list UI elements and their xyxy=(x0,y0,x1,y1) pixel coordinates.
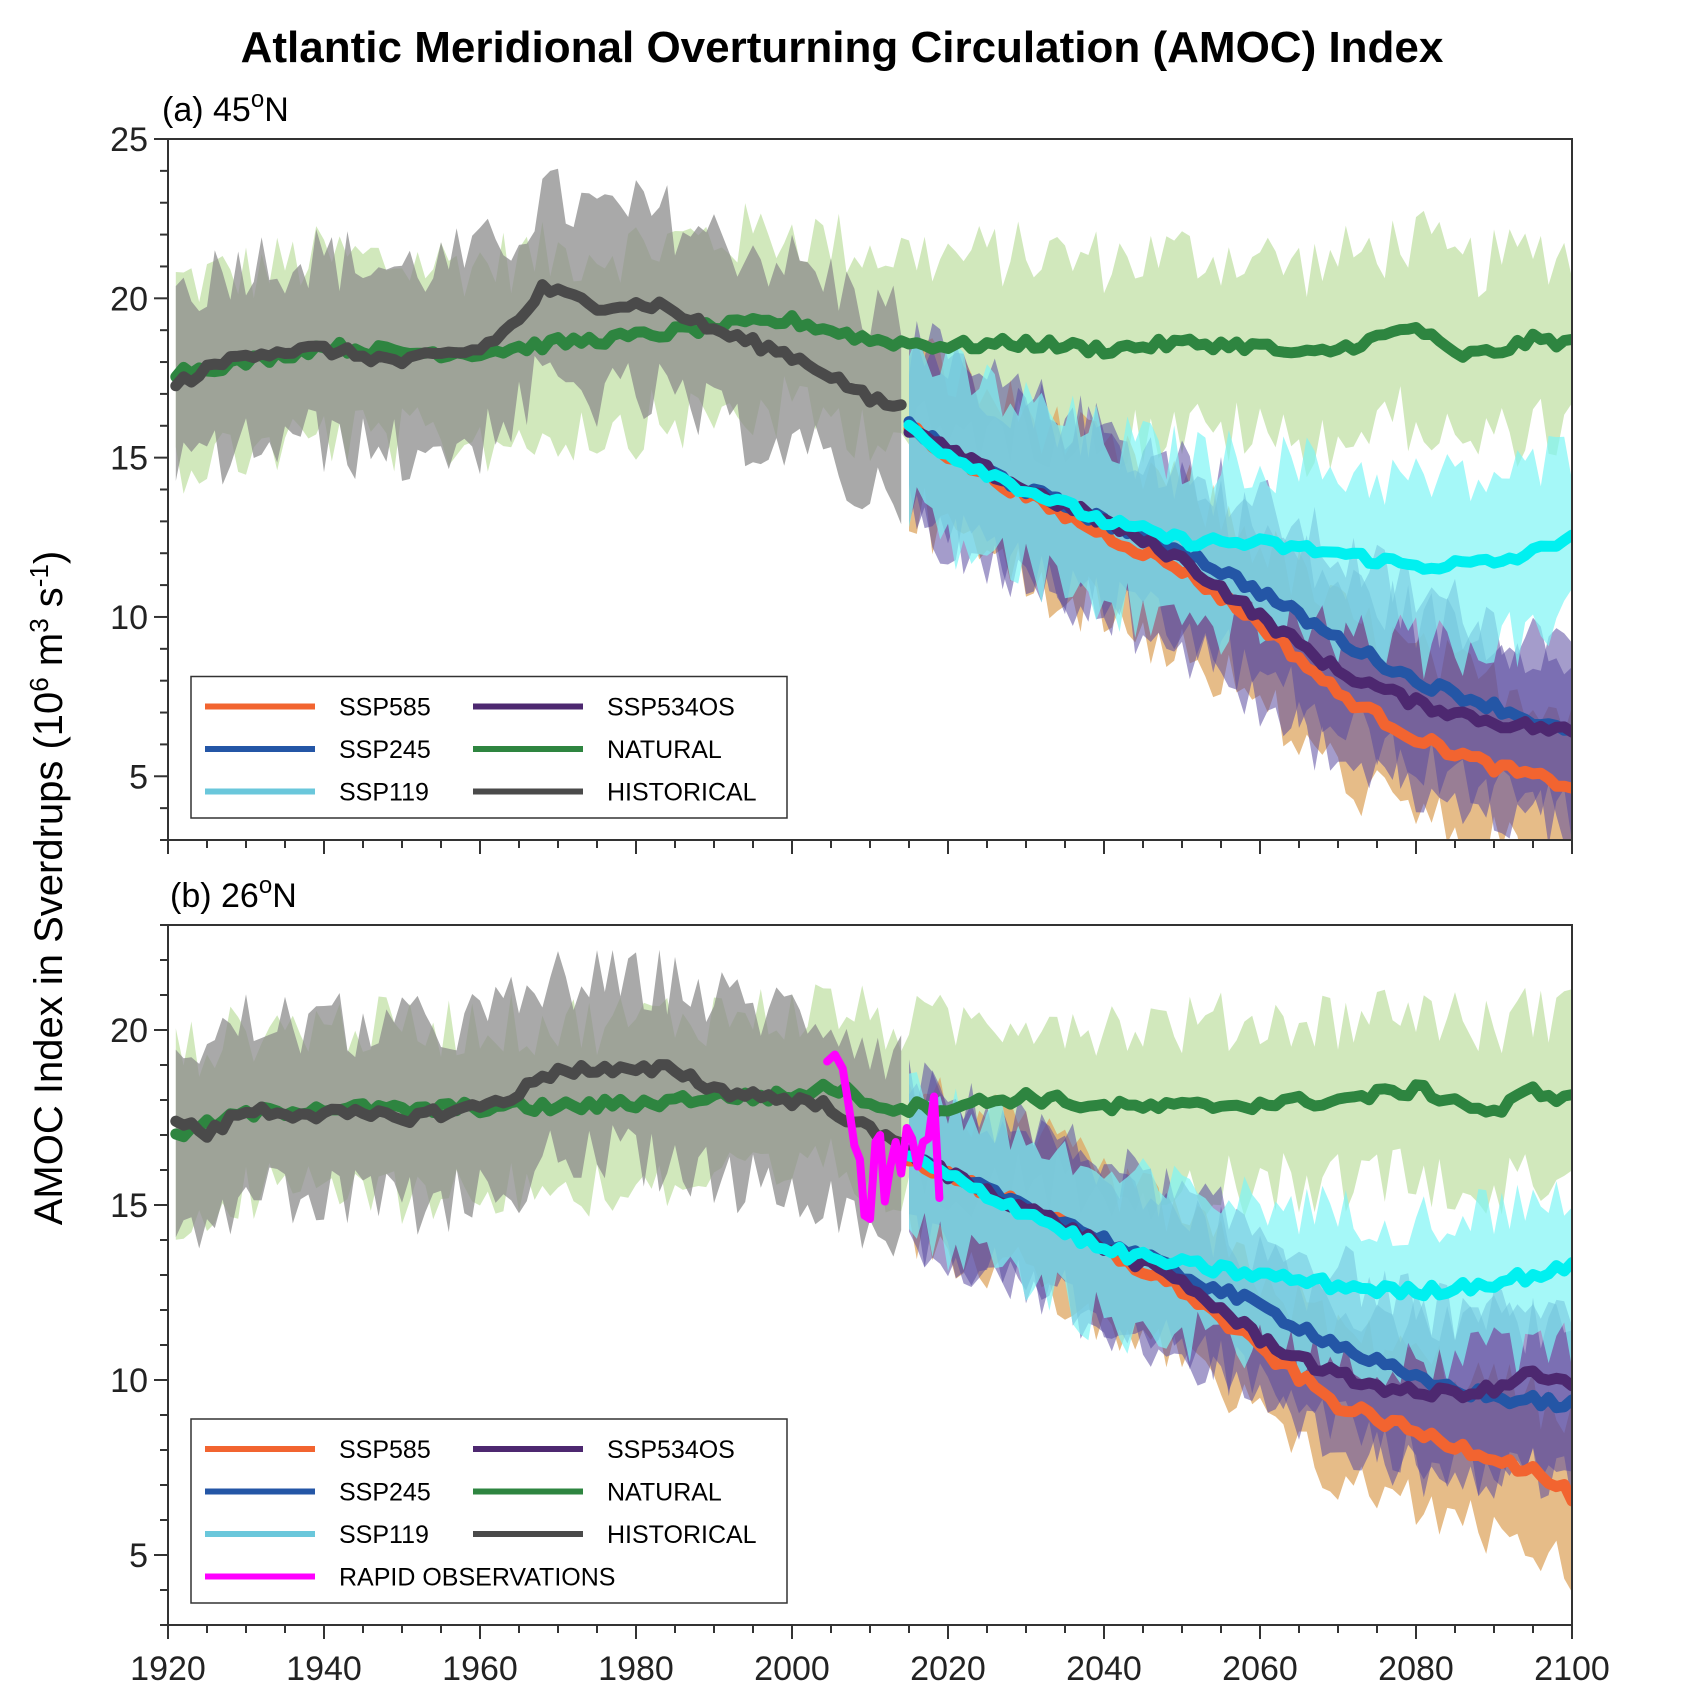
y-axis-label-sup-3: -1 xyxy=(24,564,54,587)
legend-entry-ssp245: SSP245 xyxy=(205,1479,431,1507)
legend-label: SSP534OS xyxy=(607,1436,735,1464)
legend-entry-ssp245: SSP245 xyxy=(205,736,431,764)
legend-entry-natural: NATURAL xyxy=(473,1479,722,1507)
legend-label: SSP119 xyxy=(339,1521,429,1549)
y-tick-label: 15 xyxy=(110,1187,148,1225)
series-line-historical xyxy=(170,1059,907,1149)
y-tick-label: 25 xyxy=(110,121,148,159)
series-line-historical xyxy=(170,279,907,412)
legend: SSP585 SSP534OS SSP245 NATURAL SSP119 HISTORI… xyxy=(190,675,788,819)
plot-area xyxy=(170,168,1572,840)
x-tick-label: 1920 xyxy=(130,1650,206,1688)
legend-entry-ssp119: SSP119 xyxy=(205,779,429,807)
series-line-natural xyxy=(170,1078,1572,1143)
y-axis-label-sup-1: 6 xyxy=(24,677,54,691)
panel-label: (a) 45oN xyxy=(162,86,289,129)
panel-a: 5 10 15 20 25 (a) 45oN SSP585 SSP534OS SSP245 NAT… xyxy=(110,86,1573,854)
legend-entry-ssp585: SSP585 xyxy=(205,694,431,722)
y-tick-label: 15 xyxy=(110,440,148,478)
legend-label: SSP585 xyxy=(339,1436,431,1464)
legend-label: NATURAL xyxy=(607,736,722,764)
y-tick-label: 10 xyxy=(110,599,148,637)
x-tick-label: 2060 xyxy=(1222,1650,1298,1688)
y-axis-label: AMOC Index in Sverdrups (106 m3 s-1) xyxy=(24,551,71,1226)
plot-area xyxy=(170,949,1572,1593)
band-ssp119 xyxy=(909,336,1572,680)
legend-label: HISTORICAL xyxy=(607,1521,757,1549)
legend-label: SSP245 xyxy=(339,736,431,764)
panel-label-main: (b) 26 xyxy=(170,877,259,915)
band-ssp119 xyxy=(909,1072,1572,1387)
x-tick-label: 2040 xyxy=(1066,1650,1142,1688)
legend-entry-rapid: RAPID OBSERVATIONS xyxy=(205,1564,615,1592)
panel-label-end: N xyxy=(272,877,297,915)
legend-entry-ssp534os: SSP534OS xyxy=(473,694,735,722)
legend-label: RAPID OBSERVATIONS xyxy=(339,1564,615,1592)
x-tick-label: 1980 xyxy=(598,1650,674,1688)
chart-title: Atlantic Meridional Overturning Circulat… xyxy=(241,23,1444,72)
legend-label: SSP585 xyxy=(339,694,431,722)
x-tick-label: 2020 xyxy=(910,1650,986,1688)
series-line-ssp119 xyxy=(903,1150,1572,1302)
y-tick-label: 20 xyxy=(110,1012,148,1050)
legend-label: SSP245 xyxy=(339,1479,431,1507)
panel-b: 1920 1940 1960 1980 2000 2020 2040 2060 2080 2100… xyxy=(110,872,1610,1688)
series-line-ssp534os xyxy=(903,1145,1572,1404)
x-tick-label: 2000 xyxy=(754,1650,830,1688)
x-tick-label: 2080 xyxy=(1378,1650,1454,1688)
x-tick-label: 1960 xyxy=(442,1650,518,1688)
y-axis-label-sup-2: 3 xyxy=(24,618,54,632)
x-tick-label: 2100 xyxy=(1534,1650,1610,1688)
y-tick-label: 20 xyxy=(110,280,148,318)
panel-label-main: (a) 45 xyxy=(162,91,251,129)
legend: SSP585 SSP534OS SSP245 NATURAL SSP119 HISTORI… xyxy=(190,1418,788,1604)
legend-entry-historical: HISTORICAL xyxy=(473,779,757,807)
panel-label-degree: o xyxy=(259,872,272,899)
series-line-rapid xyxy=(823,1050,944,1223)
legend-label: SSP534OS xyxy=(607,694,735,722)
y-axis-label-part-4: ) xyxy=(27,551,71,564)
x-tick-label: 1940 xyxy=(286,1650,362,1688)
panel-label: (b) 26oN xyxy=(170,872,297,915)
y-axis-label-part-2: m xyxy=(27,633,71,677)
y-tick-label: 5 xyxy=(129,1537,148,1575)
legend-label: HISTORICAL xyxy=(607,779,757,807)
panel-label-end: N xyxy=(264,91,289,129)
legend-entry-ssp585: SSP585 xyxy=(205,1436,431,1464)
y-tick-label: 10 xyxy=(110,1362,148,1400)
series-line-ssp119 xyxy=(903,419,1572,575)
y-axis-label-part-3: s xyxy=(27,587,71,618)
legend-label: SSP119 xyxy=(339,779,429,807)
panel-label-degree: o xyxy=(251,86,264,113)
legend-entry-historical: HISTORICAL xyxy=(473,1521,757,1549)
legend-entry-ssp119: SSP119 xyxy=(205,1521,429,1549)
legend-entry-natural: NATURAL xyxy=(473,736,722,764)
legend-label: NATURAL xyxy=(607,1479,722,1507)
legend-entry-ssp534os: SSP534OS xyxy=(473,1436,735,1464)
y-axis-label-part-1: AMOC Index in Sverdrups (10 xyxy=(27,692,71,1226)
y-tick-label: 5 xyxy=(129,758,148,796)
